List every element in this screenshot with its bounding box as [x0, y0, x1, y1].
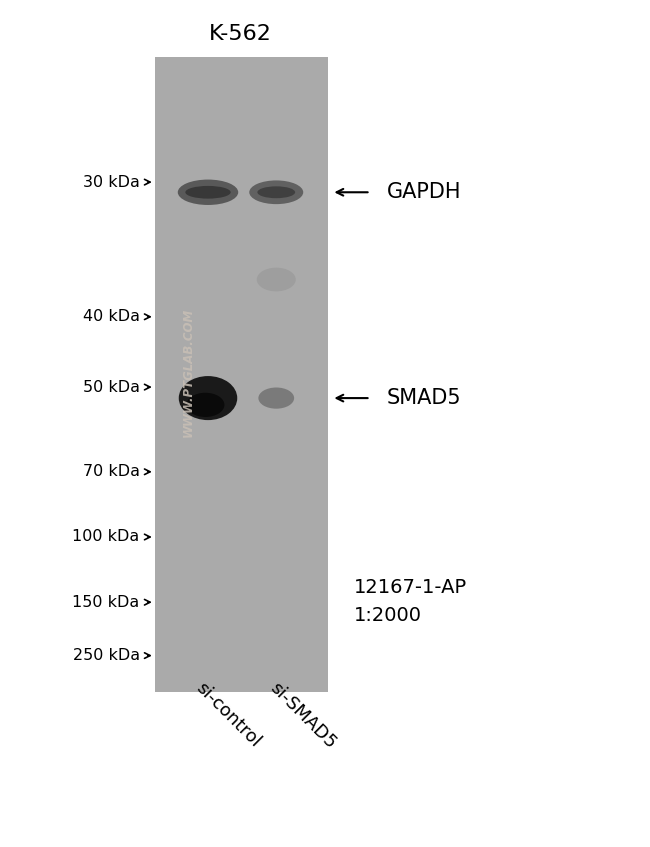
Text: 50 kDa: 50 kDa: [83, 379, 140, 395]
Ellipse shape: [187, 393, 224, 417]
Ellipse shape: [179, 376, 237, 420]
Text: GAPDH: GAPDH: [387, 182, 462, 202]
Text: 40 kDa: 40 kDa: [83, 309, 140, 324]
Text: 12167-1-AP
1:2000: 12167-1-AP 1:2000: [354, 578, 467, 625]
Text: WWW.PTGLAB.COM: WWW.PTGLAB.COM: [182, 308, 195, 437]
Ellipse shape: [185, 185, 231, 198]
Text: 250 kDa: 250 kDa: [73, 648, 140, 663]
Text: 70 kDa: 70 kDa: [83, 464, 140, 479]
Ellipse shape: [257, 268, 296, 291]
Text: K-562: K-562: [209, 24, 272, 44]
Ellipse shape: [250, 180, 303, 204]
Text: 100 kDa: 100 kDa: [73, 529, 140, 545]
Text: 30 kDa: 30 kDa: [83, 174, 140, 190]
Ellipse shape: [257, 186, 295, 198]
Bar: [155, 57, 328, 692]
Ellipse shape: [178, 180, 239, 205]
Ellipse shape: [259, 387, 294, 408]
Text: si-SMAD5: si-SMAD5: [266, 679, 340, 752]
Text: SMAD5: SMAD5: [387, 388, 462, 408]
Text: 150 kDa: 150 kDa: [73, 595, 140, 610]
Text: si-control: si-control: [192, 679, 263, 751]
